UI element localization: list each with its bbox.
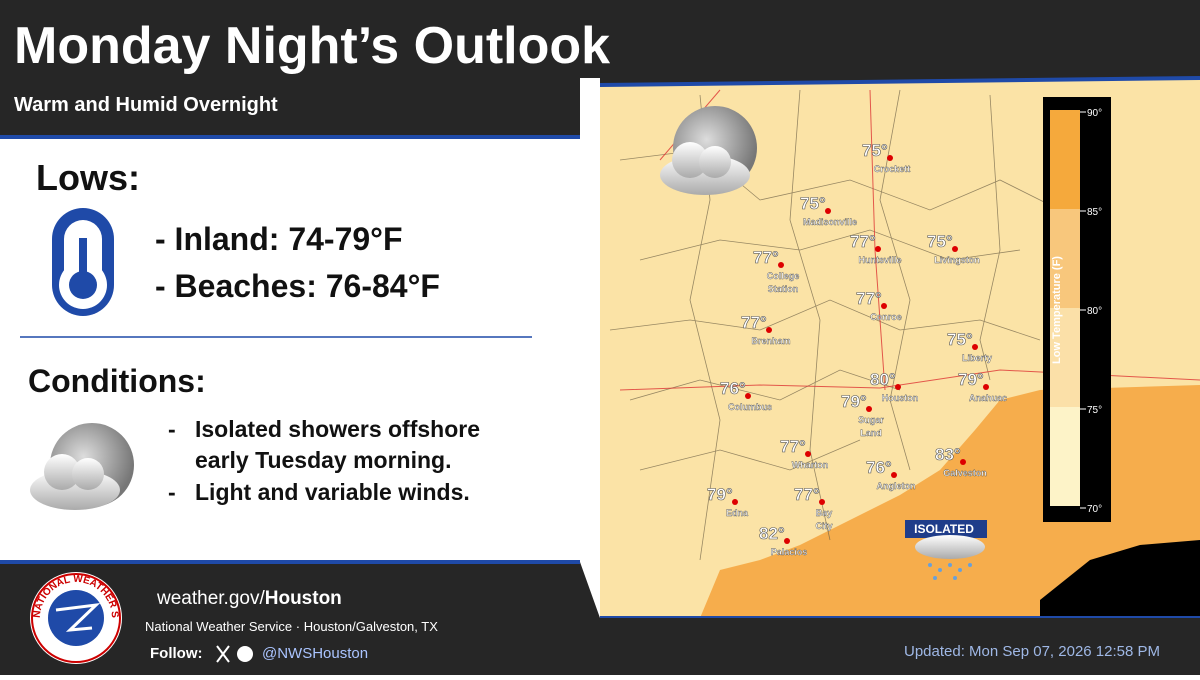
city-dot <box>972 344 978 350</box>
city-dot <box>983 384 989 390</box>
city-name: Crockett <box>874 164 911 174</box>
city-dot <box>887 155 893 161</box>
website-path: Houston <box>265 588 342 609</box>
city-dot <box>732 499 738 505</box>
city-name: Wharton <box>792 460 829 470</box>
city-name: Angleton <box>877 481 916 491</box>
legend-title: Low Temperature (F) <box>1051 256 1063 364</box>
city-temp: 82° <box>759 524 785 543</box>
city-name: Sugar <box>858 415 884 425</box>
city-temp: 79° <box>958 370 984 389</box>
weather-icon <box>660 106 757 195</box>
website: weather.gov/Houston <box>156 588 342 609</box>
city-name: City <box>815 521 832 531</box>
legend-tick-label: 70° <box>1087 504 1102 515</box>
condition-text: Isolated showers offshore <box>195 416 480 442</box>
city-dot <box>895 384 901 390</box>
city-temp: 77° <box>856 289 882 308</box>
city-name: Palacios <box>771 547 808 557</box>
city-temp: 75° <box>800 194 826 213</box>
lows-item: - Inland: 74-79°F <box>155 221 403 257</box>
city-dot <box>960 459 966 465</box>
city-name: Station <box>768 284 799 294</box>
city-dot <box>766 327 772 333</box>
office: National Weather Service · Houston/Galve… <box>145 619 438 634</box>
condition-text: early Tuesday morning. <box>195 447 451 473</box>
follow-label: Follow: <box>150 645 203 662</box>
city-dot <box>866 406 872 412</box>
city-name: Columbus <box>728 402 772 412</box>
city-dot <box>784 538 790 544</box>
city-temp: 79° <box>841 392 867 411</box>
city-temp: 77° <box>753 248 779 267</box>
subtitle: Warm and Humid Overnight <box>14 94 278 116</box>
city-temp: 76° <box>866 458 892 477</box>
weather-icon <box>30 423 134 510</box>
social-handle[interactable]: @NWSHouston <box>262 645 368 662</box>
conditions-heading: Conditions: <box>28 363 206 399</box>
city-temp: 79° <box>707 485 733 504</box>
legend-tick-label: 80° <box>1087 306 1102 317</box>
condition-text: Light and variable winds. <box>195 479 470 505</box>
color-legend: Low Temperature (F) <box>1043 97 1111 522</box>
city-temp: 76° <box>720 379 746 398</box>
city-temp: 83° <box>935 445 961 464</box>
city-temp: 77° <box>780 437 806 456</box>
city-dot <box>825 208 831 214</box>
city-name: Anahuac <box>969 393 1007 403</box>
city-temp: 75° <box>927 232 953 251</box>
city-dot <box>952 246 958 252</box>
lows-heading: Lows: <box>36 157 140 198</box>
city-dot <box>805 451 811 457</box>
bullet: - <box>168 416 176 442</box>
city-name: Brenham <box>751 336 790 346</box>
city-temp: 77° <box>741 313 767 332</box>
city-name: Galveston <box>943 468 987 478</box>
city-dot <box>745 393 751 399</box>
city-dot <box>778 262 784 268</box>
divider <box>580 78 600 618</box>
website-domain: weather.gov/ <box>156 588 265 609</box>
isolated-label: ISOLATED <box>914 522 974 536</box>
city-dot <box>891 472 897 478</box>
social-icons <box>216 645 253 663</box>
city-name: Bay <box>816 508 833 518</box>
legend-tick-label: 90° <box>1087 108 1102 119</box>
city-name: Liberty <box>962 353 992 363</box>
city-temp: 77° <box>850 232 876 251</box>
lows-item: - Beaches: 76-84°F <box>155 268 440 304</box>
city-dot <box>819 499 825 505</box>
isolated-icon: ISOLATED <box>905 520 987 580</box>
thermometer-icon <box>52 208 114 316</box>
city-name: College <box>767 271 800 281</box>
city-name: Livingston <box>934 255 980 265</box>
title: Monday Night’s Outlook <box>14 17 610 75</box>
bullet: - <box>168 479 176 505</box>
city-temp: 80° <box>870 370 896 389</box>
city-dot <box>881 303 887 309</box>
footer-bar <box>0 562 1200 675</box>
city-name: Land <box>860 428 882 438</box>
legend-tick-label: 75° <box>1087 405 1102 416</box>
city-temp: 75° <box>947 330 973 349</box>
city-dot <box>875 246 881 252</box>
city-name: Conroe <box>870 312 902 322</box>
city-temp: 75° <box>862 141 888 160</box>
city-temp: 77° <box>794 485 820 504</box>
city-name: Huntsville <box>858 255 901 265</box>
city-name: Houston <box>882 393 919 403</box>
city-name: Madisonville <box>803 217 857 227</box>
city-name: Edna <box>726 508 749 518</box>
legend-tick-label: 85° <box>1087 207 1102 218</box>
updated: Updated: Mon Sep 07, 2026 12:58 PM <box>904 643 1160 660</box>
